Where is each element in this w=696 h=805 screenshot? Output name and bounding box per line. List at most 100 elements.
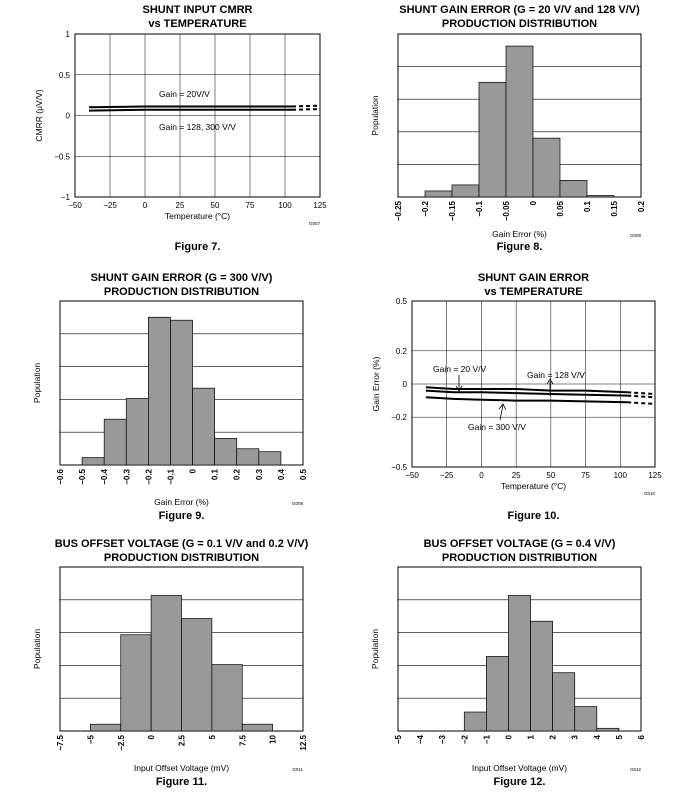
x-tick-label: 2 — [549, 734, 558, 739]
x-axis-label: Gain Error (%) — [154, 497, 209, 507]
chart-title-line: PRODUCTION DISTRIBUTION — [104, 552, 259, 564]
histogram-bar — [211, 664, 243, 732]
x-tick-label: 0.2 — [233, 468, 242, 480]
chart-title-line: PRODUCTION DISTRIBUTION — [442, 552, 597, 564]
y-axis-label: Gain Error (%) — [371, 356, 381, 411]
figure-11: BUS OFFSET VOLTAGE (G = 0.1 V/V and 0.2 … — [32, 538, 309, 788]
histogram-bar — [120, 634, 152, 732]
histogram-bar — [463, 711, 487, 732]
x-tick-label: −0.1 — [475, 200, 484, 216]
x-axis-label: Temperature (°C) — [501, 481, 566, 491]
figure-code: G007 — [309, 221, 321, 226]
x-tick-label: −5 — [394, 734, 403, 744]
histogram-bar — [486, 656, 509, 732]
series-annotation: Gain = 300 V/V — [468, 422, 526, 432]
y-axis-label: CMRR (μV/V) — [34, 89, 44, 141]
histogram-bar — [236, 448, 260, 466]
y-tick-label: 0.5 — [59, 71, 71, 80]
figure-9: SHUNT GAIN ERROR (G = 300 V/V) PRODUCTION… — [32, 272, 308, 522]
figure-12: BUS OFFSET VOLTAGE (G = 0.4 V/V) PRODUCTI… — [370, 538, 646, 788]
x-tick-label: 100 — [278, 201, 292, 210]
histogram-bar — [150, 595, 182, 732]
x-tick-label: −25 — [440, 471, 454, 480]
x-tick-label: 0.5 — [299, 468, 308, 480]
x-tick-label: −1 — [482, 734, 491, 744]
histogram-bar — [125, 398, 149, 466]
histogram-bar — [552, 672, 576, 732]
chart-title-line: PRODUCTION DISTRIBUTION — [104, 286, 259, 298]
y-tick-label: 0.2 — [396, 347, 408, 356]
x-tick-label: 2.5 — [178, 734, 187, 746]
y-tick-label: −0.5 — [391, 463, 407, 472]
figure-code: G011 — [292, 767, 303, 772]
histogram-bar — [505, 45, 534, 198]
y-axis-label: Population — [370, 95, 380, 135]
x-tick-label: 0.1 — [211, 468, 220, 480]
histogram-bar — [532, 137, 561, 198]
figure-code: G012 — [630, 767, 642, 772]
series-annotation: Gain = 128 V/V — [527, 370, 585, 380]
x-tick-label: −0.2 — [144, 468, 153, 484]
x-tick-label: −2.5 — [117, 734, 126, 750]
chart-title-line: vs TEMPERATURE — [148, 18, 246, 30]
x-axis-label: Gain Error (%) — [492, 229, 547, 239]
histogram-bar — [451, 184, 480, 198]
series-line-extrapolated — [627, 391, 656, 395]
x-tick-label: 0.4 — [277, 468, 286, 480]
y-tick-label: −1 — [61, 193, 71, 202]
histogram-bar — [508, 595, 531, 732]
figure-8: SHUNT GAIN ERROR (G = 20 V/V and 128 V/V… — [370, 4, 646, 253]
y-tick-label: −0.5 — [54, 152, 70, 161]
figure-caption: Figure 12. — [494, 776, 546, 788]
figure-code: G009 — [292, 501, 304, 506]
figure-code: G010 — [644, 491, 656, 496]
histogram-bar — [258, 451, 282, 466]
x-tick-label: 125 — [313, 201, 327, 210]
figure-code: G008 — [630, 233, 642, 238]
series-annotation: Gain = 128, 300 V/V — [159, 122, 236, 132]
annotation-arrow — [546, 378, 554, 385]
figure-caption: Figure 11. — [156, 776, 207, 788]
series-line-extrapolated — [627, 401, 656, 405]
y-tick-label: 1 — [66, 30, 71, 39]
x-tick-label: −0.6 — [56, 468, 65, 484]
x-tick-label: −0.4 — [100, 468, 109, 484]
y-tick-label: 0.5 — [396, 297, 408, 306]
x-tick-label: −25 — [103, 201, 117, 210]
x-tick-label: −50 — [405, 471, 419, 480]
x-tick-label: −7.5 — [56, 734, 65, 750]
x-tick-label: 0.3 — [255, 468, 264, 480]
series-line — [88, 105, 292, 109]
x-tick-label: 125 — [648, 471, 662, 480]
series-line — [425, 386, 628, 394]
figure-caption: Figure 8. — [497, 241, 543, 253]
histogram-bar — [241, 723, 273, 732]
figure-caption: Figure 10. — [508, 510, 560, 522]
x-tick-label: 10 — [269, 734, 278, 743]
figure-10: SHUNT GAIN ERROR vs TEMPERATURE −50 −25 0 25 5… — [371, 272, 662, 522]
x-tick-label: 0.05 — [556, 200, 565, 216]
series-line — [88, 108, 292, 112]
annotation-arrow — [498, 403, 507, 411]
y-axis-label: Population — [32, 363, 42, 403]
x-tick-label: 25 — [512, 471, 521, 480]
x-tick-label: 5 — [208, 734, 217, 739]
x-tick-label: 75 — [246, 201, 255, 210]
x-tick-label: −0.2 — [421, 200, 430, 216]
y-axis-label: Population — [370, 629, 380, 669]
figure-caption: Figure 7. — [175, 241, 221, 253]
x-tick-label: 0 — [189, 468, 198, 473]
x-tick-label: 0 — [504, 734, 513, 739]
x-tick-label: −5 — [86, 734, 95, 744]
x-tick-label: 0.2 — [637, 200, 646, 212]
x-tick-label: −0.3 — [122, 468, 131, 484]
x-tick-label: −50 — [68, 201, 82, 210]
histogram-bar — [148, 316, 171, 466]
series-line-extrapolated — [627, 394, 656, 399]
chart-title-line: SHUNT INPUT CMRR — [143, 4, 253, 16]
x-tick-label: −0.1 — [166, 468, 175, 484]
y-tick-label: 0 — [66, 112, 71, 121]
chart-title-line: vs TEMPERATURE — [484, 286, 582, 298]
chart-title-line: SHUNT GAIN ERROR — [478, 272, 589, 284]
